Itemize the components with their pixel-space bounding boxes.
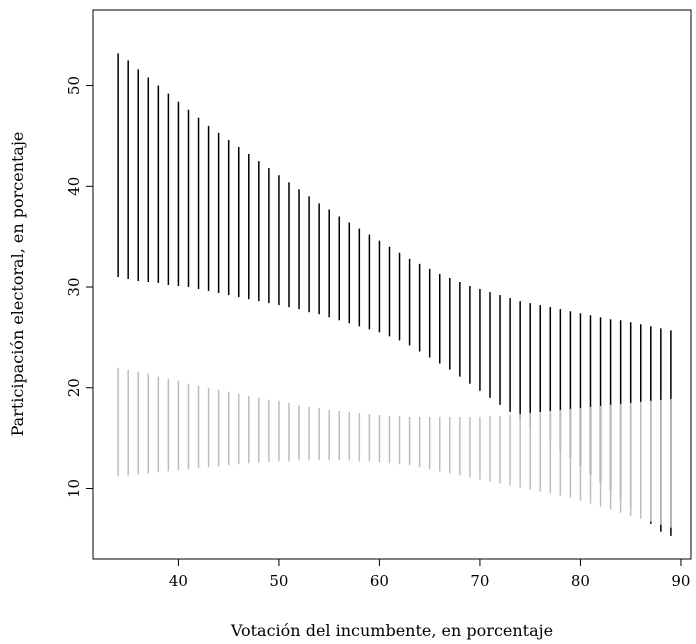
x-tick-label: 50	[269, 572, 288, 590]
y-tick-label: 30	[65, 277, 83, 296]
series-1	[117, 367, 672, 528]
x-axis: 40 50 60 70 80 90	[169, 559, 690, 590]
y-axis: 10 20 30 40 50	[65, 76, 93, 498]
y-tick-label: 40	[65, 177, 83, 196]
x-tick-label: 80	[571, 572, 590, 590]
x-tick-label: 90	[671, 572, 690, 590]
series-0	[117, 53, 672, 536]
series-layer	[117, 53, 672, 536]
plot-frame	[92, 9, 692, 560]
x-axis-title: Votación del incumbente, en porcentaje	[230, 621, 553, 640]
y-tick-label: 10	[65, 479, 83, 498]
y-tick-label: 20	[65, 378, 83, 397]
x-tick-label: 40	[169, 572, 188, 590]
y-tick-label: 50	[65, 76, 83, 95]
x-tick-label: 60	[370, 572, 389, 590]
x-tick-label: 70	[470, 572, 489, 590]
y-axis-title: Participación electoral, en porcentaje	[8, 132, 27, 437]
